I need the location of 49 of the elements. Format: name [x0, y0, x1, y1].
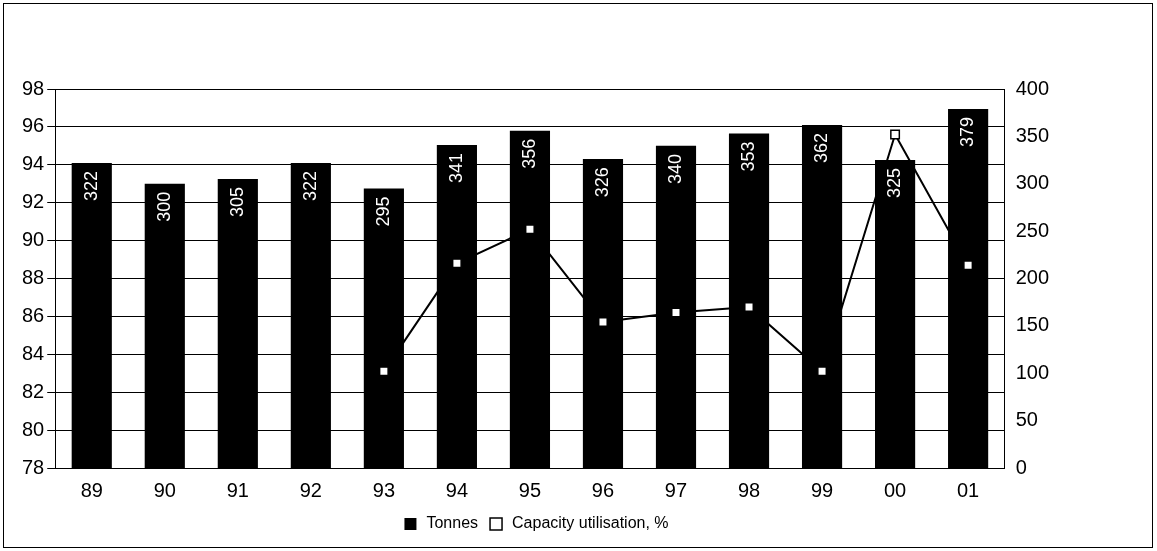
- y2-tick-label: 50: [1015, 408, 1038, 431]
- y2-tick-label: 350: [1015, 123, 1050, 146]
- y-tick-label: 90: [22, 228, 45, 251]
- y2-tick-label: 400: [1015, 76, 1050, 99]
- y-tick-label: 94: [22, 152, 45, 175]
- y-tick-label: 78: [22, 455, 45, 478]
- data-label: 356: [518, 138, 539, 169]
- x-tick-label: 00: [883, 478, 907, 501]
- x-tick-label: 98: [737, 478, 761, 501]
- legend-label: Capacity utilisation, %: [512, 514, 669, 532]
- y-tick-label: 92: [22, 190, 45, 213]
- y-tick-label: 88: [22, 266, 45, 289]
- point: [890, 129, 901, 140]
- x-tick-label: 94: [445, 478, 469, 501]
- data-label: 326: [591, 167, 612, 198]
- x-tick-label: 99: [810, 478, 834, 501]
- y-tick-label: 82: [22, 379, 45, 402]
- legend-label: Tonnes: [426, 514, 479, 532]
- x-tick-label: 92: [299, 478, 322, 501]
- data-label: 322: [299, 170, 320, 201]
- y-tick-label: 96: [22, 114, 45, 137]
- y2-tick-label: 250: [1015, 218, 1050, 241]
- x-tick-label: 90: [153, 478, 176, 501]
- x-tick-label: 91: [226, 478, 249, 501]
- y2-tick-label: 300: [1015, 171, 1050, 194]
- y-tick-label: 84: [22, 341, 45, 364]
- y2-tick-label: 200: [1015, 266, 1050, 289]
- y-tick-label: 98: [22, 76, 45, 99]
- data-label: 341: [445, 152, 466, 183]
- data-label: 305: [226, 187, 247, 218]
- x-tick-label: 01: [956, 478, 980, 501]
- y2-tick-label: 150: [1015, 313, 1050, 336]
- x-tick-label: 96: [591, 478, 615, 501]
- x-tick-label: 93: [372, 478, 395, 501]
- y-tick-label: 80: [22, 417, 45, 440]
- data-label: 300: [153, 191, 174, 222]
- x-tick-label: 95: [518, 478, 542, 501]
- y-tick-label: 86: [22, 303, 45, 326]
- data-label: 353: [738, 141, 758, 172]
- data-label: 379: [957, 116, 978, 147]
- y2-tick-label: 0: [1015, 455, 1027, 478]
- x-tick-label: 89: [80, 478, 103, 501]
- data-label: 322: [80, 170, 101, 201]
- y2-tick-label: 100: [1015, 360, 1050, 383]
- data-label: 340: [664, 153, 685, 184]
- data-label: 362: [811, 133, 832, 164]
- data-label: 295: [372, 196, 393, 227]
- x-tick-label: 97: [664, 478, 688, 501]
- data-label: 325: [884, 168, 905, 199]
